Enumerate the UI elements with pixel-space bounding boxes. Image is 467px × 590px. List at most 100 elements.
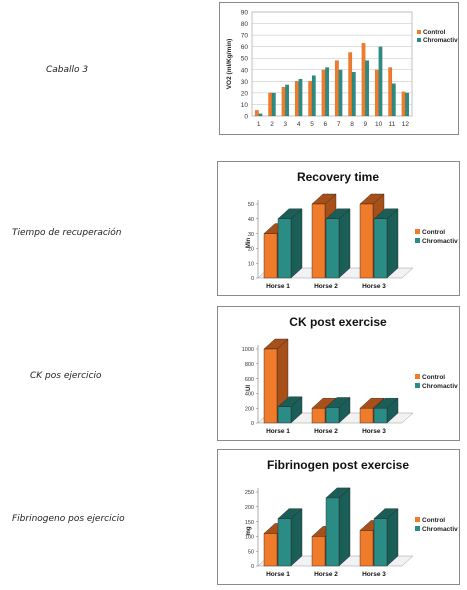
y-axis-label: mg [246,526,252,535]
bar-chromactiv [311,75,316,117]
recovery-chart: Recovery time 0 10 20 30 40 50 Min Horse 1 Horse … [246,170,458,290]
bar-chromactiv [405,92,410,117]
legend-label: Control [422,517,445,524]
y-tick-label: 400 [245,392,254,398]
x-tick-label: 1 [257,121,261,128]
y-tick-label: 60 [241,44,249,51]
bar-chromactiv [277,218,292,279]
x-tick-label: 9 [364,121,368,128]
row-label-recovery: Tiempo de recuperación [12,228,122,238]
legend-label: Chromactiv [422,238,458,245]
bar-chromactiv [325,497,340,567]
legend-label: Chromactiv [422,383,458,390]
fibrinogen-chart: Fibrinogen post exercise 0 50 100 150 200 250 m… [245,458,458,578]
bar-control [311,407,326,424]
row-label-caballo: Caballo 3 [46,65,89,75]
bar-chromactiv [373,407,388,424]
legend-swatch [415,383,420,388]
y-tick-label: 50 [248,549,254,555]
bar-chromactiv [258,113,263,117]
bar-chromactiv [378,46,383,117]
y-tick-label: 30 [248,232,254,238]
x-tick-label: Horse 1 [266,571,290,578]
y-tick-label: 150 [245,520,254,526]
y-tick-label: 20 [248,247,254,253]
x-tick-label: Horse 2 [314,571,338,578]
bar-chromactiv [325,67,330,117]
y-tick-label: 40 [241,67,249,74]
bar-chromactiv-side [290,208,303,279]
bar-control [321,69,326,117]
bar-chromactiv [391,83,396,117]
row-label-fibrinogen: Fibrinogeno pos ejercicio [12,514,125,524]
x-tick-label: 10 [375,121,383,128]
x-tick-label: 3 [284,121,288,128]
x-tick-label: Horse 3 [362,283,386,290]
y-tick-label: 70 [241,33,249,40]
bar-control [311,536,326,567]
x-tick-label: 7 [337,121,341,128]
bar-control [348,52,353,117]
legend-swatch [415,526,420,531]
y-tick-label: 200 [245,505,254,511]
y-tick-label: 250 [245,490,254,496]
y-tick-label: 0 [244,114,248,121]
legend-label: Chromactiv [422,526,458,533]
vo2-chart-panel: 0 10 20 30 40 50 60 70 80 90 VO2 (ml/Kg/min) 1 2 3 4 5 6… [219,2,459,135]
x-tick-label: 11 [389,121,396,128]
bar-chromactiv-side [386,208,399,279]
x-tick-label: Horse 2 [314,428,338,435]
bar-control [254,110,259,117]
ck-chart-panel: CK post exercise 0 200 400 600 800 1000 UI Horse… [217,306,460,441]
bar-chromactiv [298,78,303,117]
x-tick-label: Horse 1 [266,283,290,290]
bar-control [359,203,374,279]
y-tick-label: 0 [251,564,254,570]
bar-chromactiv [271,92,276,117]
bar-chromactiv [373,218,388,279]
ck-chart: CK post exercise 0 200 400 600 800 1000 UI Horse… [242,315,458,435]
bar-chromactiv [277,406,292,424]
bar-control [308,81,313,117]
recovery-chart-panel: Recovery time 0 10 20 30 40 50 Min Horse 1 Horse … [217,161,460,296]
bar-control [359,407,374,424]
bar-chromactiv-side [338,487,351,567]
y-tick-label: 80 [241,21,249,28]
x-tick-label: 12 [402,121,410,128]
bar-control [281,86,286,117]
bar-control [263,233,278,279]
y-tick-label: 200 [245,406,254,412]
y-tick-label: 40 [248,217,254,223]
y-tick-label: 1000 [242,347,254,353]
y-tick-label: 50 [241,56,249,63]
bar-chromactiv [325,407,340,424]
bar-control [263,348,278,424]
bar-control [268,92,273,117]
x-tick-label: 6 [324,121,328,128]
y-tick-label: 10 [241,102,249,109]
bar-control [401,91,406,117]
y-tick-label: 100 [245,535,254,541]
legend-label: Chromactiv [423,37,458,44]
bar-chromactiv [338,69,343,117]
x-tick-label: Horse 2 [314,283,338,290]
legend-label: Control [422,374,445,381]
y-tick-label: 90 [241,10,249,17]
chart-title: Fibrinogen post exercise [267,458,409,472]
legend-swatch [415,374,420,379]
x-tick-label: Horse 3 [362,428,386,435]
y-axis-label: UI [246,385,252,391]
y-tick-label: 600 [245,377,254,383]
bar-control [374,69,379,117]
bar-control [388,67,393,117]
y-tick-label: 0 [251,276,254,282]
bar-control [294,81,299,117]
x-tick-label: 8 [350,121,354,128]
bar-chromactiv [365,60,370,117]
bar-control [361,43,366,117]
y-tick-label: 800 [245,362,254,368]
legend-label: Control [423,29,446,36]
chart-title: Recovery time [297,170,379,184]
legend-label: Control [422,229,445,236]
bar-control [334,60,339,117]
